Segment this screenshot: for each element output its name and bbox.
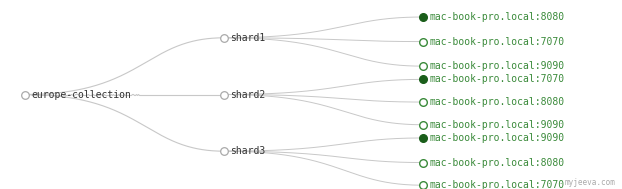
Text: shard2: shard2 — [230, 90, 266, 99]
Text: europe-collection: europe-collection — [31, 90, 131, 99]
Text: myjeeva.com: myjeeva.com — [565, 178, 616, 187]
Text: mac-book-pro.local:8080: mac-book-pro.local:8080 — [429, 97, 564, 107]
Text: mac-book-pro.local:9090: mac-book-pro.local:9090 — [429, 120, 564, 130]
Text: mac-book-pro.local:8080: mac-book-pro.local:8080 — [429, 158, 564, 167]
Text: mac-book-pro.local:8080: mac-book-pro.local:8080 — [429, 12, 564, 22]
Text: mac-book-pro.local:7070: mac-book-pro.local:7070 — [429, 180, 564, 189]
Text: mac-book-pro.local:7070: mac-book-pro.local:7070 — [429, 74, 564, 84]
Text: mac-book-pro.local:9090: mac-book-pro.local:9090 — [429, 133, 564, 143]
Text: shard1: shard1 — [230, 33, 266, 43]
Text: shard3: shard3 — [230, 146, 266, 156]
Text: mac-book-pro.local:9090: mac-book-pro.local:9090 — [429, 61, 564, 71]
Text: mac-book-pro.local:7070: mac-book-pro.local:7070 — [429, 37, 564, 46]
